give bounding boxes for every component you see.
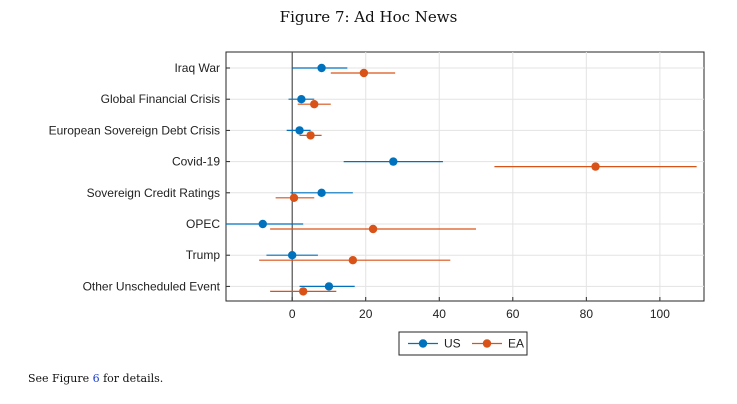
category-label: Covid-19 [172,155,220,169]
figure-title: Figure 7: Ad Hoc News [279,8,458,26]
x-tick-label: 20 [359,307,373,321]
point-ea [591,162,600,171]
legend-ea-label: EA [508,337,524,351]
legend-box [398,331,528,356]
x-tick-label: 60 [506,307,520,321]
point-ea [310,100,319,109]
point-us [317,63,326,73]
point-ea [359,68,369,78]
point-ea [289,193,299,202]
plot-area-frame [225,51,705,302]
category-label: Other Unscheduled Event [83,279,221,293]
point-us [389,157,398,166]
point-us [324,282,334,291]
note-text-before: See Figure [28,372,93,385]
point-us [258,219,267,229]
legend: US EA [398,331,528,356]
category-label: Trump [186,248,221,262]
x-tick-labels: 0 20 40 60 80 100 [289,307,670,321]
point-us [287,251,297,260]
category-label: Sovereign Credit Ratings [87,186,220,200]
category-label: European Sovereign Debt Crisis [49,123,220,137]
point-us [297,95,306,104]
point-us [317,188,326,197]
point-ea [306,131,315,140]
category-label: Iraq War [174,61,220,75]
point-estimates [258,63,600,296]
figure-note: See Figure 6 for details. [28,372,163,385]
category-label: OPEC [186,217,220,231]
point-ea [368,224,378,234]
figure-reference-link[interactable]: 6 [92,372,100,385]
x-tick-label: 80 [580,307,594,321]
category-labels: Iraq War Global Financial Crisis European … [49,61,221,293]
point-ea [299,287,308,296]
legend-us-marker [418,339,428,348]
point-us [295,126,304,135]
x-tick-label: 0 [289,307,296,321]
legend-ea-marker [482,339,492,348]
note-text-after: for details. [99,372,164,385]
point-ea [348,256,358,265]
x-tick-label: 100 [650,307,670,321]
x-tick-label: 40 [433,307,447,321]
category-label: Global Financial Crisis [101,92,220,106]
legend-us-label: US [444,337,461,351]
